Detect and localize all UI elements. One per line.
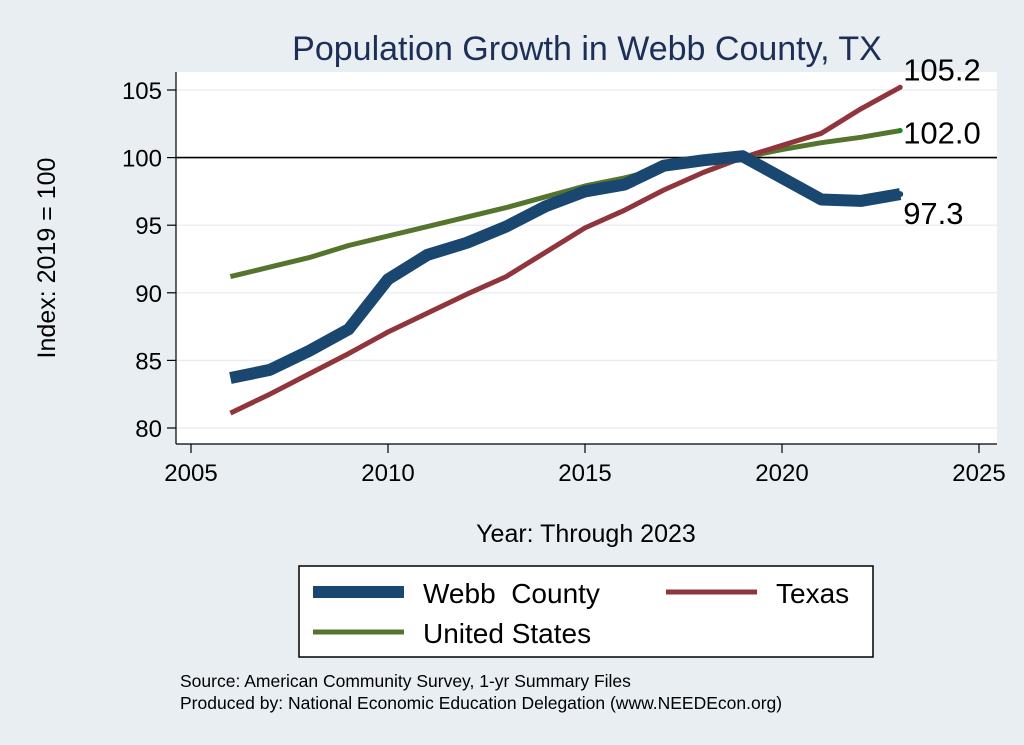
series-line-united-states xyxy=(229,128,901,280)
end-value-label: 102.0 xyxy=(903,116,981,151)
x-axis-title: Year: Through 2023 xyxy=(476,520,696,548)
y-tick-label: 80 xyxy=(135,416,162,443)
end-value-label: 105.2 xyxy=(903,52,981,87)
legend: Webb County Texas United States xyxy=(298,565,874,658)
data-series xyxy=(229,84,904,416)
y-tick-label: 85 xyxy=(135,348,162,375)
y-axis-title: Index: 2019 = 100 xyxy=(33,158,61,359)
x-tick-label: 2010 xyxy=(361,460,414,487)
series-end-marker xyxy=(897,84,903,90)
y-tick-label: 105 xyxy=(122,78,162,105)
series-line-texas xyxy=(229,85,902,416)
legend-box xyxy=(298,565,874,658)
x-tick-label: 2020 xyxy=(755,460,808,487)
y-tick-label: 95 xyxy=(135,213,162,240)
axes: 80 85 90 95 100 105 2005 2010 2015 2020 2025 xyxy=(122,72,1006,487)
legend-label-webb: Webb County xyxy=(423,578,600,609)
chart-title: Population Growth in Webb County, TX xyxy=(292,30,882,68)
series-line-webb-county xyxy=(229,150,902,384)
series-end-marker xyxy=(897,191,904,198)
end-value-label: 97.3 xyxy=(903,196,963,231)
x-tick-label: 2015 xyxy=(558,460,611,487)
y-tick-label: 100 xyxy=(122,146,162,173)
series-end-marker xyxy=(897,128,903,134)
source-note: Source: American Community Survey, 1-yr … xyxy=(180,671,631,691)
producer-note: Produced by: National Economic Education… xyxy=(180,693,782,713)
end-labels: 97.3 105.2 102.0 xyxy=(903,52,981,231)
y-tick-label: 90 xyxy=(135,281,162,308)
legend-label-us: United States xyxy=(423,618,591,649)
legend-label-texas: Texas xyxy=(776,578,849,609)
x-tick-label: 2025 xyxy=(952,460,1005,487)
x-tick-label: 2005 xyxy=(164,460,217,487)
